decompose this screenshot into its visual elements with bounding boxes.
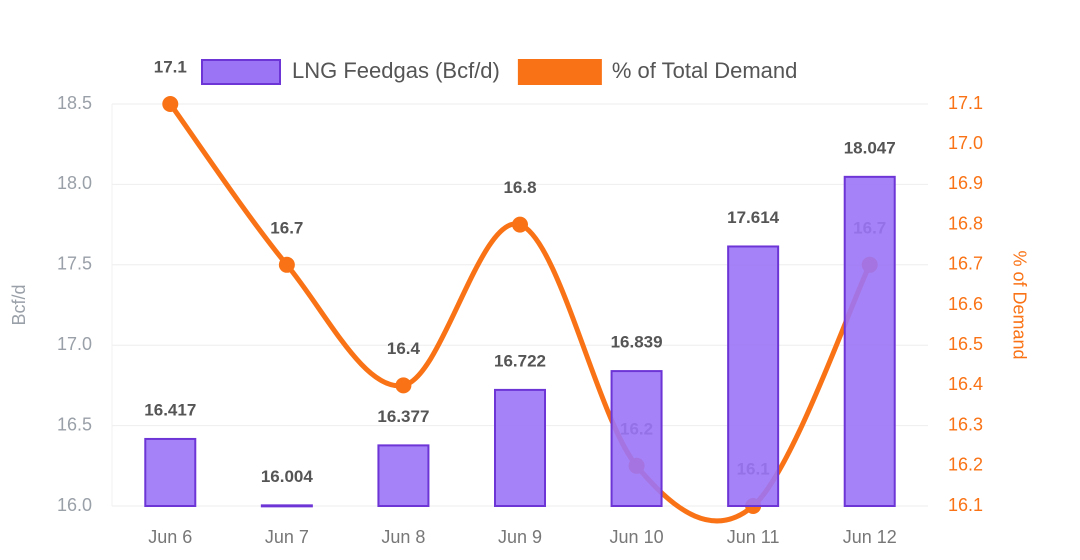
line-marker [395, 377, 412, 394]
y2-tick-label: 16.5 [948, 334, 983, 354]
bar [144, 437, 197, 508]
data-label: 16.8 [503, 178, 536, 197]
x-tick-label: Jun 6 [148, 527, 192, 547]
bar [610, 370, 663, 507]
y-tick-label: 16.0 [57, 495, 92, 515]
x-tick-label: Jun 7 [265, 527, 309, 547]
data-label: 16.417 [144, 400, 196, 419]
x-tick-label: Jun 8 [381, 527, 425, 547]
legend-swatch [201, 59, 281, 85]
y-axis-title: Bcf/d [9, 284, 29, 325]
y2-tick-label: 17.0 [948, 133, 983, 153]
y2-axis-title: % of Demand [1009, 250, 1029, 359]
data-label: 17.614 [727, 208, 780, 227]
x-tick-label: Jun 10 [610, 527, 664, 547]
y-tick-label: 17.0 [57, 334, 92, 354]
bar [494, 388, 546, 508]
y-tick-label: 18.5 [57, 93, 92, 113]
data-label: 17.1 [154, 57, 187, 76]
bar [260, 504, 313, 508]
legend-label: % of Total Demand [612, 58, 797, 83]
y2-tick-label: 16.8 [948, 213, 983, 233]
legend-swatch [517, 59, 602, 85]
data-label: 16.004 [261, 467, 314, 486]
y2-tick-label: 17.1 [948, 93, 983, 113]
y2-tick-label: 16.2 [948, 455, 983, 475]
y-tick-label: 18.0 [57, 173, 92, 193]
line-marker [162, 96, 179, 112]
line-marker [278, 256, 295, 273]
data-label: 16.722 [494, 351, 546, 370]
line-marker [512, 216, 528, 233]
y2-tick-label: 16.1 [948, 495, 983, 515]
data-label: 16.377 [377, 407, 429, 426]
x-tick-label: Jun 11 [727, 527, 780, 547]
y2-tick-label: 16.9 [948, 173, 983, 193]
bar [843, 175, 896, 507]
x-tick-label: Jun 9 [498, 527, 542, 547]
data-label: 16.7 [270, 218, 303, 237]
x-tick-label: Jun 12 [843, 527, 897, 547]
y2-tick-label: 16.4 [948, 374, 983, 394]
data-label: 18.047 [844, 138, 896, 157]
legend-label: LNG Feedgas (Bcf/d) [292, 58, 500, 83]
bar [377, 444, 430, 507]
y2-tick-label: 16.7 [948, 254, 983, 274]
y2-tick-label: 16.6 [948, 294, 983, 314]
data-label: 16.4 [387, 339, 421, 358]
y-tick-label: 17.5 [57, 254, 92, 274]
bar [727, 245, 780, 507]
y-tick-label: 16.5 [57, 414, 92, 434]
y2-tick-label: 16.3 [948, 414, 983, 434]
data-label: 16.839 [611, 333, 663, 352]
